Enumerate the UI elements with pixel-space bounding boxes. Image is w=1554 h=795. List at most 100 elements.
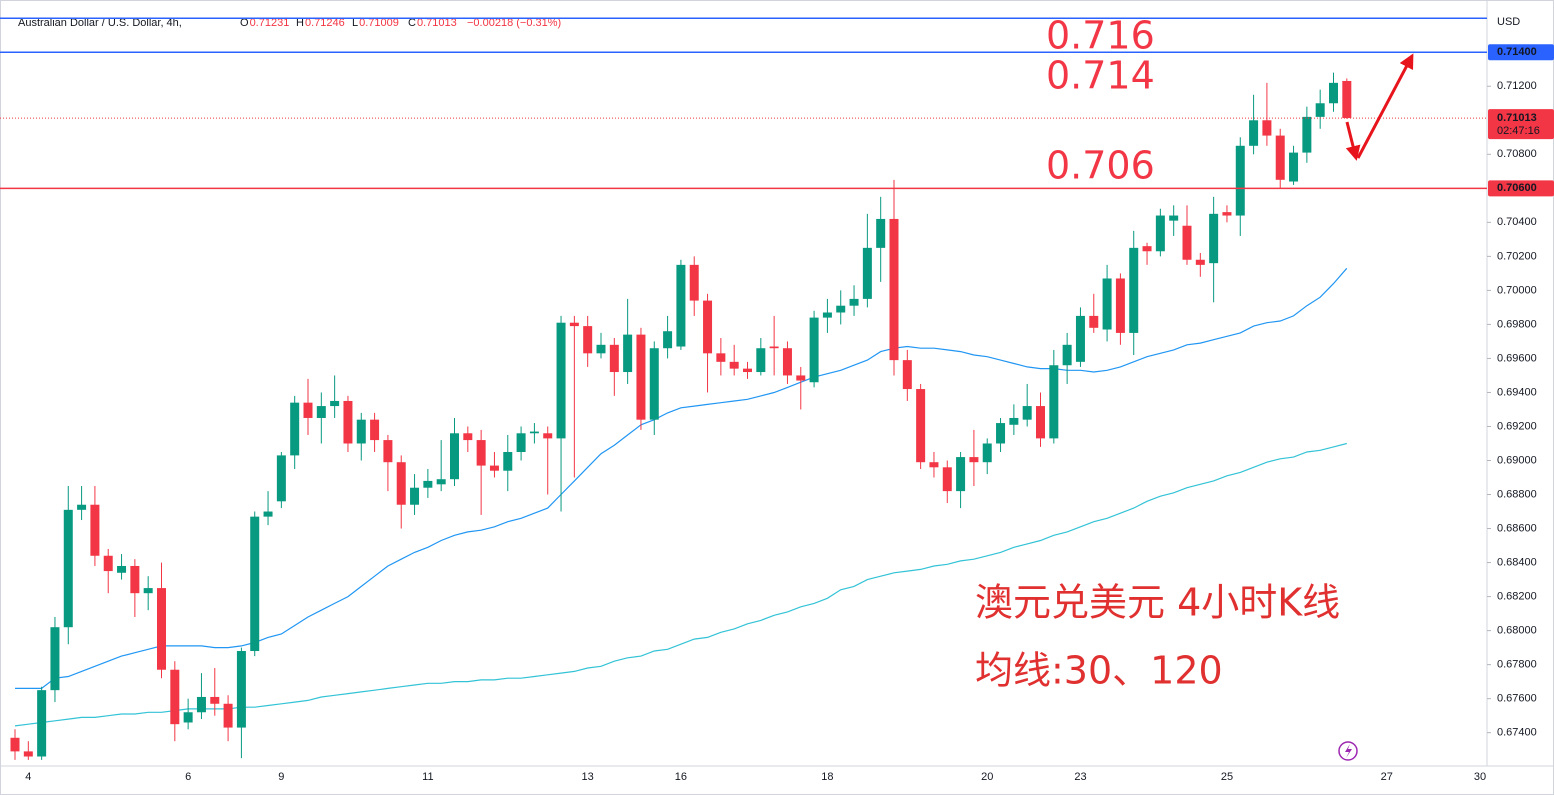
y-tick-label: 0.70400 bbox=[1497, 216, 1537, 228]
candle-body bbox=[556, 322, 566, 439]
candle-body bbox=[143, 588, 153, 594]
candle-body bbox=[316, 406, 326, 418]
y-tick-label: 0.69200 bbox=[1497, 420, 1537, 432]
y-tick-label: 0.68200 bbox=[1497, 590, 1537, 602]
candle-body bbox=[1036, 406, 1045, 439]
candle-body bbox=[636, 334, 646, 420]
arrow bbox=[1345, 121, 1361, 161]
candle-body bbox=[1275, 135, 1285, 180]
candle-body bbox=[1075, 315, 1085, 362]
candle-body bbox=[836, 305, 846, 313]
candle-body bbox=[130, 565, 140, 594]
candle-body bbox=[476, 440, 486, 466]
candle-body bbox=[77, 504, 87, 510]
candle-body bbox=[290, 402, 300, 456]
candle-body bbox=[436, 479, 446, 485]
annotation: 0.716 bbox=[1046, 14, 1155, 58]
ohlc-value: 0.71013 bbox=[417, 17, 457, 29]
y-tick-label: 0.70800 bbox=[1497, 148, 1537, 160]
candle-body bbox=[103, 555, 113, 572]
plot-area bbox=[10, 72, 1352, 760]
candle-body bbox=[1182, 225, 1192, 260]
x-tick-label: 4 bbox=[25, 771, 31, 783]
y-tick-label: 0.70000 bbox=[1497, 284, 1537, 296]
candle-body bbox=[410, 487, 420, 505]
candle-body bbox=[63, 509, 73, 628]
candle-body bbox=[1089, 315, 1099, 328]
y-tick-label: 0.68800 bbox=[1497, 488, 1537, 500]
candle-body bbox=[996, 423, 1006, 444]
price-label: 0.71013 bbox=[1497, 112, 1537, 124]
candle-body bbox=[383, 440, 393, 463]
candle-body bbox=[1022, 406, 1032, 420]
x-tick-label: 11 bbox=[422, 771, 433, 783]
moving-average bbox=[15, 267, 1348, 689]
candle-body bbox=[516, 433, 526, 452]
candle-body bbox=[969, 457, 979, 463]
candle-body bbox=[330, 400, 340, 407]
candle-body bbox=[1062, 344, 1072, 366]
candle-body bbox=[1342, 80, 1352, 119]
currency: USD bbox=[1497, 16, 1520, 28]
candle-body bbox=[782, 348, 792, 376]
candle-body bbox=[117, 565, 127, 573]
candle-body bbox=[356, 419, 366, 444]
candle-body bbox=[450, 433, 459, 480]
candle-body bbox=[676, 264, 686, 347]
y-tick-label: 0.69600 bbox=[1497, 352, 1537, 364]
arrow bbox=[1356, 53, 1414, 159]
ohlc-value: 0.71246 bbox=[305, 17, 345, 29]
candle-body bbox=[796, 375, 806, 381]
candle-body bbox=[1329, 82, 1338, 104]
candle-body bbox=[663, 331, 673, 349]
candle-body bbox=[183, 712, 193, 723]
candle-body bbox=[489, 465, 499, 471]
candle-body bbox=[569, 322, 579, 327]
candle-body bbox=[1315, 103, 1325, 117]
candle-body bbox=[1195, 259, 1205, 265]
candle-body bbox=[1169, 215, 1179, 221]
candle-body bbox=[529, 431, 539, 434]
candle-body bbox=[889, 218, 899, 361]
countdown: 02:47:16 bbox=[1497, 125, 1540, 137]
candle-body bbox=[303, 402, 313, 418]
candle-body bbox=[50, 627, 60, 691]
x-tick-label: 30 bbox=[1474, 771, 1486, 783]
candle-body bbox=[1289, 152, 1299, 182]
ohlc-header: O 0.71231 H 0.71246 L 0.71009 C 0.71013 bbox=[240, 17, 457, 29]
candle-body bbox=[649, 348, 659, 420]
candle-body bbox=[703, 300, 713, 354]
candle-body bbox=[716, 353, 726, 362]
candle-body bbox=[1222, 212, 1232, 216]
level-label: 0.71400 bbox=[1497, 46, 1537, 58]
candle-body bbox=[263, 511, 273, 517]
candle-body bbox=[729, 361, 739, 369]
candle-body bbox=[956, 457, 966, 492]
candle-body bbox=[929, 462, 939, 468]
candle-body bbox=[210, 696, 220, 704]
ohlc-key: C bbox=[408, 17, 416, 29]
candle-body bbox=[90, 504, 100, 556]
ohlc-key: O bbox=[240, 17, 249, 29]
candle-body bbox=[370, 419, 380, 441]
candle-body bbox=[756, 348, 766, 373]
candle-body bbox=[809, 317, 819, 383]
candle-body bbox=[902, 360, 912, 390]
y-tick-label: 0.67400 bbox=[1497, 727, 1537, 739]
level-label-box bbox=[1488, 180, 1554, 197]
level-label: 0.70600 bbox=[1497, 182, 1537, 194]
candle-body bbox=[1009, 417, 1019, 425]
ohlc-key: H bbox=[296, 17, 304, 29]
x-tick-label: 6 bbox=[185, 771, 191, 783]
candle-body bbox=[876, 218, 886, 248]
candle-body bbox=[1129, 247, 1139, 333]
candle-body bbox=[543, 433, 553, 439]
y-tick-label: 0.69400 bbox=[1497, 386, 1537, 398]
candle-body bbox=[463, 433, 473, 441]
candle-body bbox=[849, 298, 859, 306]
x-tick-label: 23 bbox=[1074, 771, 1086, 783]
candle-body bbox=[170, 669, 180, 725]
candle-body bbox=[236, 651, 246, 728]
level-label-box bbox=[1488, 44, 1554, 61]
